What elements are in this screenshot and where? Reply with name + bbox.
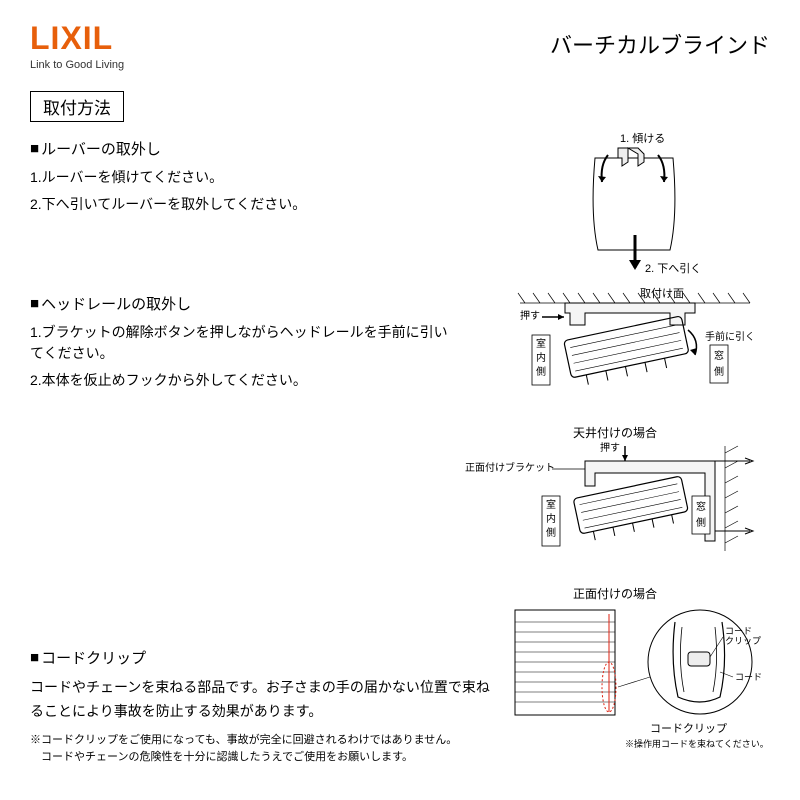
sec1-diagram: 1. 傾ける 2. 下へ引く (540, 130, 770, 285)
diag-front: 押す 正面付けブラケット 室 内 側 窓 側 (460, 441, 770, 576)
diag-label-tilt: 1. 傾ける (620, 131, 665, 145)
svg-text:コード: コード (725, 626, 752, 636)
sec2-title: ヘッドレールの取外し (30, 293, 450, 314)
svg-text:室: 室 (536, 337, 546, 350)
sec1-step1: 1.ルーバーを傾けてください。 (30, 167, 530, 188)
svg-text:側: 側 (714, 365, 724, 378)
sec3-note2: コードやチェーンの危険性を十分に認識したうえでご使用をお願いします。 (30, 749, 500, 767)
logo-text: LIXIL (30, 20, 124, 57)
sec3-intro: コードやチェーンを束ねる部品です。お子さまの手の届かない位置で束ねることにより事… (30, 676, 500, 724)
sec3-note1: ※コードクリップをご使用になっても、事故が完全に回避されるわけではありません。 (30, 732, 500, 750)
sec3-title: コードクリップ (30, 647, 500, 668)
sec2-diagrams: 取付け面 (460, 285, 770, 602)
diag-front-caption: 正面付けの場合 (460, 585, 770, 602)
sec1-step2: 2.下へ引いてルーバーを取外してください。 (30, 194, 530, 215)
sec2-step1: 1.ブラケットの解除ボタンを押しながらヘッドレールを手前に引いてください。 (30, 322, 450, 364)
section-cordclip: コードクリップ コードやチェーンを束ねる部品です。お子さまの手の届かない位置で束… (30, 602, 770, 767)
svg-text:※操作用コードを束ねてください。: ※操作用コードを束ねてください。 (625, 738, 769, 749)
svg-text:クリップ: クリップ (725, 636, 761, 646)
svg-text:手前に引く: 手前に引く (705, 330, 755, 343)
svg-text:押す: 押す (600, 441, 620, 454)
svg-text:コード: コード (735, 672, 762, 682)
svg-text:内: 内 (536, 351, 546, 364)
svg-text:取付け面: 取付け面 (640, 287, 684, 300)
section-louver: ルーバーの取外し 1.ルーバーを傾けてください。 2.下へ引いてルーバーを取外し… (30, 130, 770, 285)
svg-text:側: 側 (536, 365, 546, 378)
product-title: バーチカルブラインド (550, 28, 770, 60)
section-headrail: ヘッドレールの取外し 1.ブラケットの解除ボタンを押しながらヘッドレールを手前に… (30, 285, 770, 602)
svg-text:窓: 窓 (714, 349, 724, 362)
sec1-title: ルーバーの取外し (30, 138, 530, 159)
svg-text:内: 内 (546, 512, 556, 525)
sec2-step2: 2.本体を仮止めフックから外してください。 (30, 370, 450, 391)
header: LIXIL Link to Good Living バーチカルブラインド (30, 20, 770, 71)
svg-text:正面付けブラケット: 正面付けブラケット (465, 461, 555, 474)
diag-label-pull: 2. 下へ引く (645, 261, 701, 275)
diag-ceiling: 取付け面 (460, 285, 770, 415)
logo-tagline: Link to Good Living (30, 59, 124, 71)
method-header: 取付方法 (30, 91, 124, 122)
logo-block: LIXIL Link to Good Living (30, 20, 124, 71)
sec3-diagram: コード クリップ コード コードクリップ ※操作用コードを束ねてください。 (510, 602, 770, 767)
svg-text:室: 室 (546, 498, 556, 511)
svg-text:側: 側 (696, 516, 706, 529)
diag-ceiling-caption: 天井付けの場合 (460, 424, 770, 441)
svg-text:押す: 押す (520, 309, 540, 322)
svg-text:窓: 窓 (696, 500, 706, 513)
svg-text:側: 側 (546, 526, 556, 539)
svg-text:コードクリップ: コードクリップ (650, 722, 727, 735)
